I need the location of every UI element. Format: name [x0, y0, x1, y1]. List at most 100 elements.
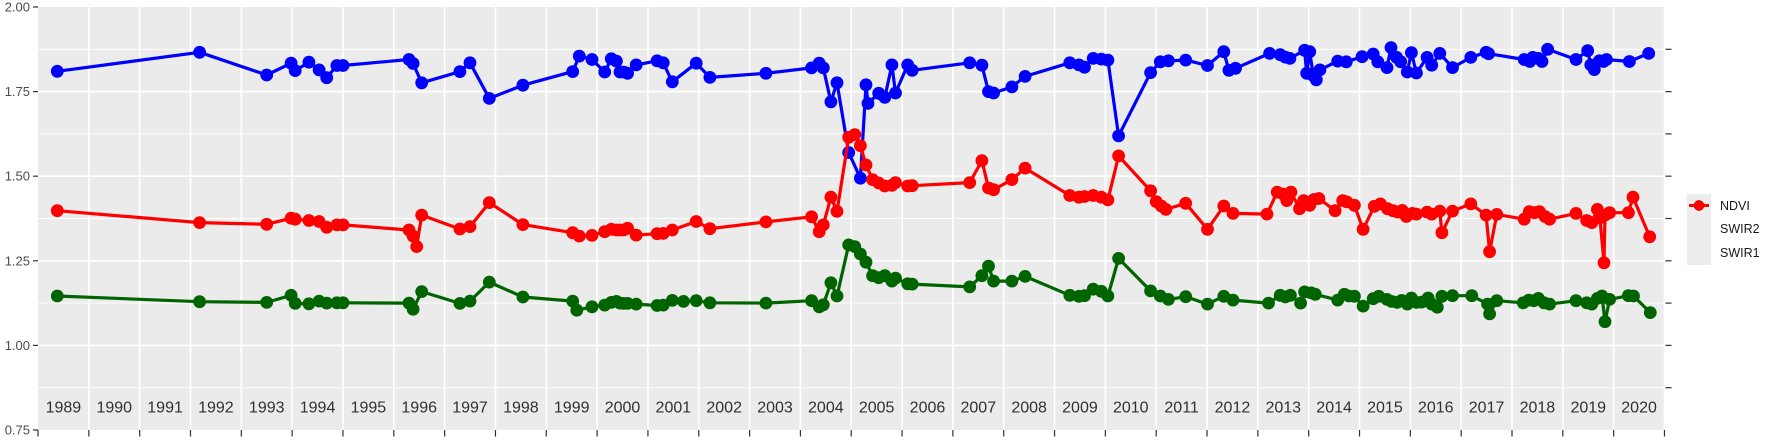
point-swir1 — [302, 214, 316, 227]
point-swir1 — [703, 222, 717, 236]
point-swir1 — [629, 228, 643, 242]
point-ndvi — [1339, 55, 1353, 69]
point-ndvi — [1405, 46, 1418, 60]
x-tick-label: 2007 — [961, 400, 997, 417]
point-ndvi — [463, 56, 477, 70]
point-ndvi — [861, 97, 875, 110]
axis-ticks — [33, 6, 1672, 437]
point-swir1 — [889, 176, 902, 190]
point-swir1 — [665, 223, 679, 237]
x-tick-label: 2010 — [1113, 400, 1149, 417]
point-swir2 — [1284, 288, 1297, 302]
point-ndvi — [516, 78, 530, 92]
point-swir2 — [1348, 289, 1361, 303]
y-tick-label: 0.75 — [5, 423, 30, 438]
point-ndvi — [1283, 52, 1297, 65]
point-ndvi — [260, 68, 274, 82]
x-tick-label: 1996 — [401, 400, 437, 417]
point-swir2 — [987, 274, 1000, 288]
point-swir1 — [1226, 207, 1240, 220]
point-swir2 — [320, 296, 334, 310]
x-tick-label: 1994 — [300, 400, 336, 417]
point-ndvi — [987, 86, 1000, 100]
legend-label: SWIR2 — [1720, 222, 1760, 237]
point-swir1 — [193, 216, 207, 230]
point-swir2 — [963, 280, 977, 294]
point-swir2 — [1627, 289, 1640, 303]
point-swir2 — [859, 255, 873, 269]
point-swir2 — [1078, 289, 1091, 303]
point-ndvi — [1569, 53, 1583, 66]
point-ndvi — [482, 92, 496, 105]
y-tick-label: 1.25 — [5, 253, 30, 268]
point-swir1 — [482, 196, 496, 210]
point-ndvi — [1112, 129, 1125, 143]
point-ndvi — [453, 65, 467, 78]
point-swir2 — [889, 271, 902, 285]
x-tick-label: 2009 — [1062, 400, 1098, 417]
x-tick-label: 2019 — [1570, 400, 1606, 417]
point-ndvi — [302, 55, 316, 69]
point-swir1 — [975, 154, 989, 168]
x-tick-label: 2016 — [1418, 400, 1454, 417]
point-swir2 — [982, 259, 995, 273]
point-swir1 — [1569, 207, 1583, 220]
point-swir1 — [1435, 226, 1449, 240]
point-swir1 — [1446, 204, 1459, 218]
point-swir1 — [816, 218, 830, 232]
point-swir2 — [463, 294, 477, 308]
point-swir1 — [1159, 203, 1173, 216]
point-ndvi — [1179, 53, 1193, 67]
point-swir1 — [1348, 198, 1361, 212]
point-swir1 — [759, 215, 773, 229]
x-tick-label: 2000 — [605, 400, 641, 417]
x-axis-labels: 1989 1990 1991 1992 1993 1994 1995 1996 1997 1998… — [46, 400, 1657, 417]
point-ndvi — [885, 58, 899, 72]
point-swir2 — [665, 294, 679, 307]
point-swir1 — [805, 210, 818, 224]
point-ndvi — [1309, 73, 1323, 87]
point-swir1 — [1005, 173, 1019, 187]
point-swir2 — [288, 297, 302, 310]
point-swir1 — [689, 215, 703, 228]
x-tick-label: 2015 — [1367, 400, 1403, 417]
x-tick-label: 2014 — [1316, 400, 1352, 417]
point-swir2 — [629, 297, 643, 311]
point-ndvi — [1380, 61, 1394, 74]
point-swir2 — [1101, 289, 1115, 303]
point-ndvi — [1162, 54, 1175, 68]
point-ndvi — [336, 59, 350, 72]
point-swir2 — [677, 295, 690, 308]
point-swir1 — [1101, 193, 1115, 207]
x-tick-label: 2011 — [1164, 400, 1199, 417]
point-ndvi — [905, 63, 919, 77]
point-swir2 — [1446, 289, 1459, 303]
point-swir2 — [1543, 297, 1556, 311]
point-ndvi — [963, 56, 977, 70]
x-tick-label: 2018 — [1520, 400, 1556, 417]
point-ndvi — [1371, 55, 1385, 69]
point-swir2 — [260, 296, 274, 309]
point-ndvi — [1144, 66, 1157, 79]
point-swir1 — [1622, 206, 1635, 220]
legend-label: NDVI — [1720, 198, 1750, 213]
x-tick-label: 1999 — [554, 400, 590, 417]
point-swir1 — [320, 220, 334, 234]
point-ndvi — [1078, 60, 1091, 74]
point-swir1 — [1626, 190, 1640, 204]
point-swir2 — [585, 300, 599, 314]
point-ndvi — [1581, 44, 1595, 58]
point-ndvi — [854, 171, 867, 185]
point-ndvi — [1201, 59, 1214, 72]
point-swir1 — [859, 158, 873, 172]
point-swir2 — [1356, 299, 1370, 313]
point-ndvi — [50, 64, 64, 78]
point-swir2 — [406, 302, 420, 316]
point-swir2 — [302, 297, 316, 311]
point-ndvi — [1384, 41, 1398, 54]
point-swir2 — [570, 303, 584, 317]
point-swir1 — [585, 229, 599, 242]
point-ndvi — [824, 95, 838, 109]
point-swir1 — [848, 128, 862, 142]
point-swir1 — [1312, 192, 1326, 205]
